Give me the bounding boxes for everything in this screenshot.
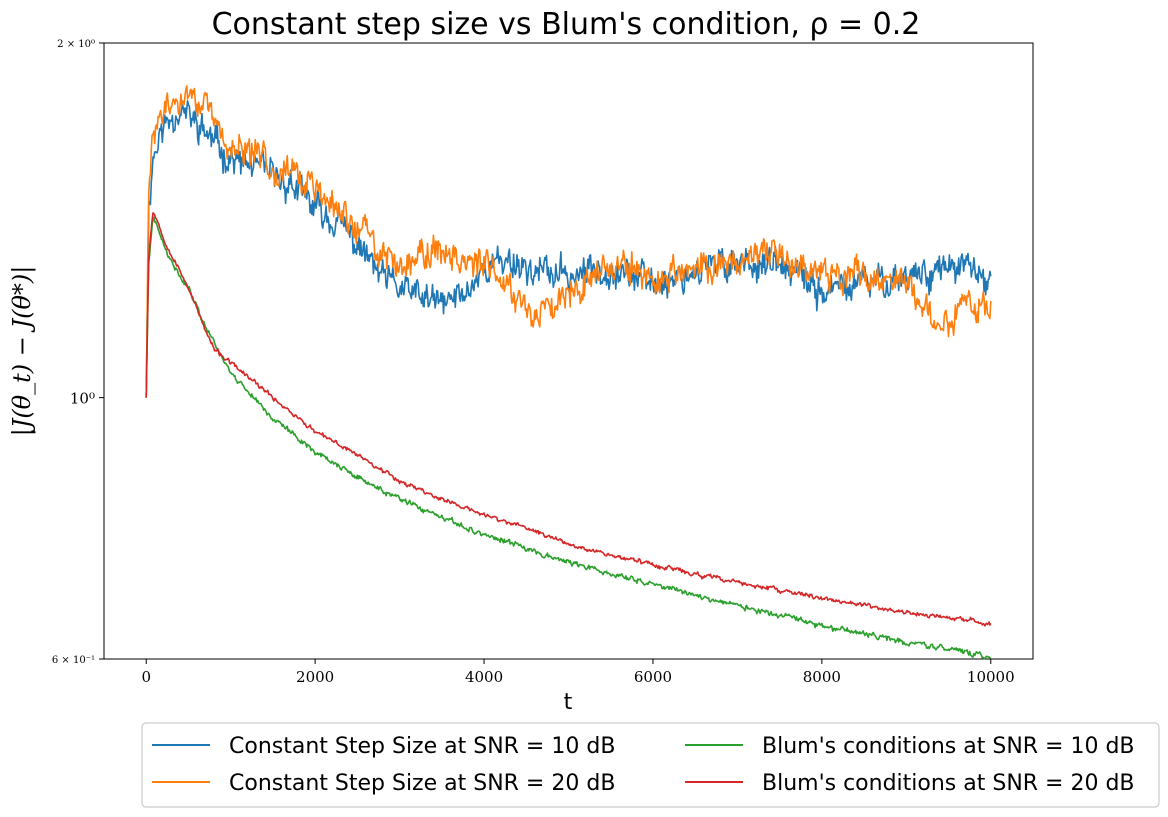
series-line-3 <box>145 216 992 660</box>
y-tick-label: 6 × 10⁻¹ <box>52 655 95 666</box>
x-axis-ticks: 0 2000 4000 6000 8000 10000 <box>141 659 1015 686</box>
x-tick-label: 0 <box>141 668 151 686</box>
y-tick-label: 2 × 10⁰ <box>57 39 95 50</box>
y-tick-label: 10⁰ <box>70 390 95 408</box>
series-line-4 <box>145 212 992 627</box>
legend-label-4: Blum's conditions at SNR = 20 dB <box>762 771 1135 796</box>
x-tick-label: 2000 <box>296 668 334 686</box>
series-layer <box>145 85 992 660</box>
x-tick-label: 8000 <box>803 668 841 686</box>
y-axis-ticks: 2 × 10⁰ 10⁰ 6 × 10⁻¹ <box>52 39 104 666</box>
legend-items: Constant Step Size at SNR = 10 dB Constan… <box>152 734 1135 796</box>
chart-title: Constant step size vs Blum's condition, … <box>212 7 921 42</box>
x-tick-label: 4000 <box>465 668 503 686</box>
x-tick-label: 6000 <box>634 668 672 686</box>
legend-box <box>141 722 1160 808</box>
legend: Constant Step Size at SNR = 10 dB Constan… <box>141 722 1160 808</box>
legend-label-1: Constant Step Size at SNR = 10 dB <box>229 734 615 759</box>
x-axis-label: t <box>564 690 573 715</box>
legend-label-3: Blum's conditions at SNR = 10 dB <box>762 734 1135 759</box>
plot-area <box>103 42 1034 660</box>
x-tick-label: 10000 <box>967 668 1015 686</box>
legend-label-2: Constant Step Size at SNR = 20 dB <box>229 771 615 796</box>
y-axis-label: |J(θ_t) − J(θ*)| <box>8 266 37 437</box>
series-line-2 <box>145 85 992 398</box>
